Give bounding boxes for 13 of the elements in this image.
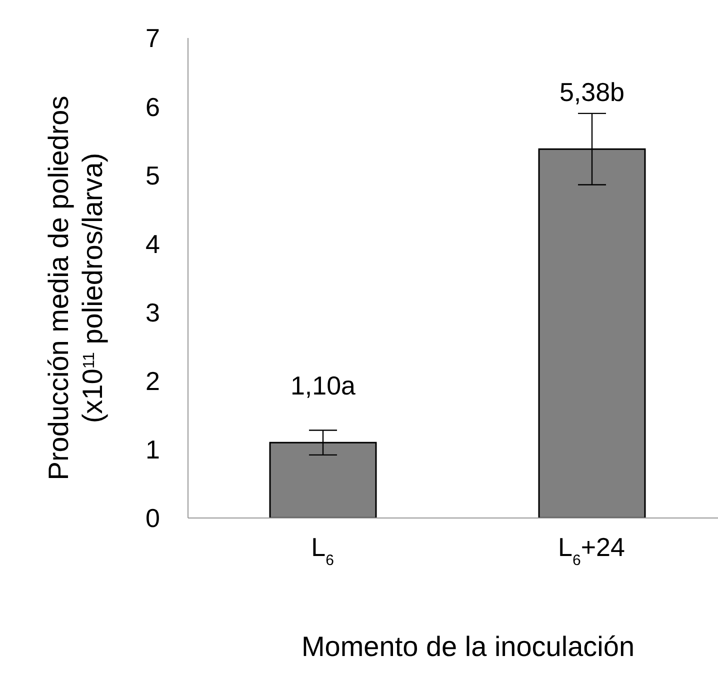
- x-axis-title: Momento de la inoculación: [301, 631, 635, 662]
- x-tick-label: L$_{6}$: [311, 532, 334, 568]
- y-tick-label: 7: [146, 23, 160, 54]
- y-tick-label: 5: [146, 160, 160, 190]
- y-tick-label: 2: [146, 366, 160, 396]
- x-tick-label: L$_{6}$+24: [558, 532, 625, 568]
- y-tick-label: 6: [146, 92, 160, 122]
- data-label: 5,38b: [559, 77, 625, 108]
- data-label: 1,10a: [290, 370, 356, 401]
- y-tick-label: 1: [146, 434, 160, 465]
- y-tick-label: 0: [146, 503, 160, 534]
- y-tick-label: 3: [146, 298, 160, 328]
- y-tick-label: 4: [146, 228, 160, 259]
